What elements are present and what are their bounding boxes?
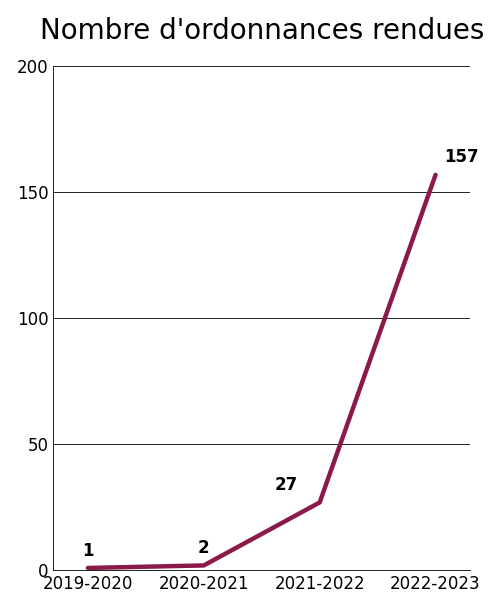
Text: 1: 1 [82,542,94,559]
Text: 157: 157 [444,148,478,167]
Text: 27: 27 [274,476,297,494]
Title: Nombre d'ordonnances rendues: Nombre d'ordonnances rendues [40,16,484,45]
Text: 2: 2 [198,539,209,557]
